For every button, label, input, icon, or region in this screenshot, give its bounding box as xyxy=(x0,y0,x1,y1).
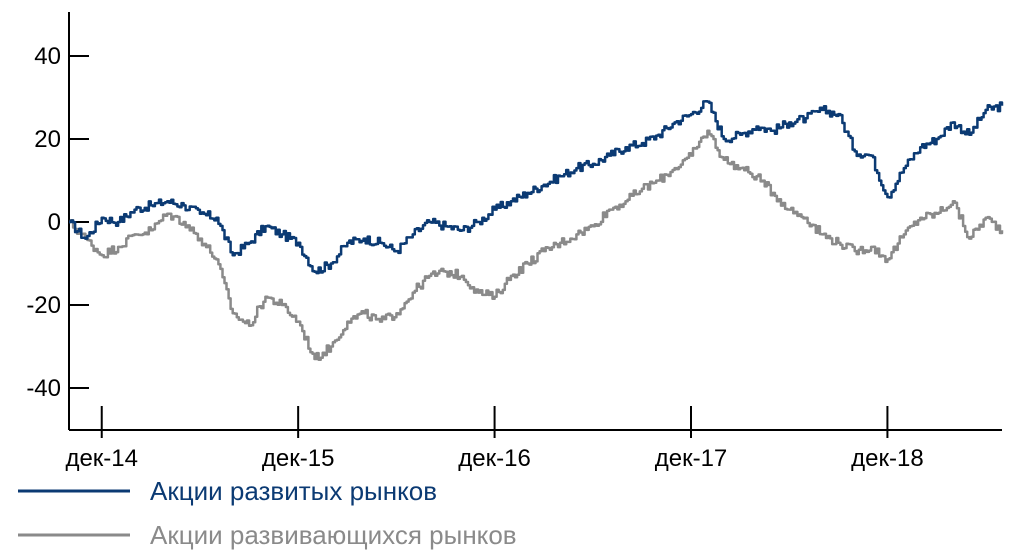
y-tick-label: -40 xyxy=(26,375,61,402)
x-tick-label: дек-17 xyxy=(655,445,728,472)
y-tick-label: 20 xyxy=(34,126,61,153)
x-tick-label: дек-18 xyxy=(851,445,924,472)
x-tick-label: дек-15 xyxy=(262,445,335,472)
series-line-developed xyxy=(69,100,1004,275)
y-tick-label: -20 xyxy=(26,292,61,319)
legend-label-emerging: Акции развивающихся рынков xyxy=(150,520,517,550)
legend-label-developed: Акции развитых рынков xyxy=(150,476,437,506)
x-tick-label: дек-14 xyxy=(65,445,138,472)
series-line-emerging xyxy=(69,129,1004,361)
y-tick-label: 0 xyxy=(48,209,61,236)
y-tick-label: 40 xyxy=(34,43,61,70)
legend: Акции развитых рынков Акции развивающихс… xyxy=(18,476,517,550)
x-ticks: дек-14 дек-15 дек-16 дек-17 дек-18 xyxy=(65,406,924,472)
chart-axes xyxy=(68,12,1002,431)
series-layer xyxy=(69,100,1004,361)
y-ticks: 40 20 0 -20 -40 xyxy=(26,43,89,402)
x-tick-label: дек-16 xyxy=(458,445,531,472)
